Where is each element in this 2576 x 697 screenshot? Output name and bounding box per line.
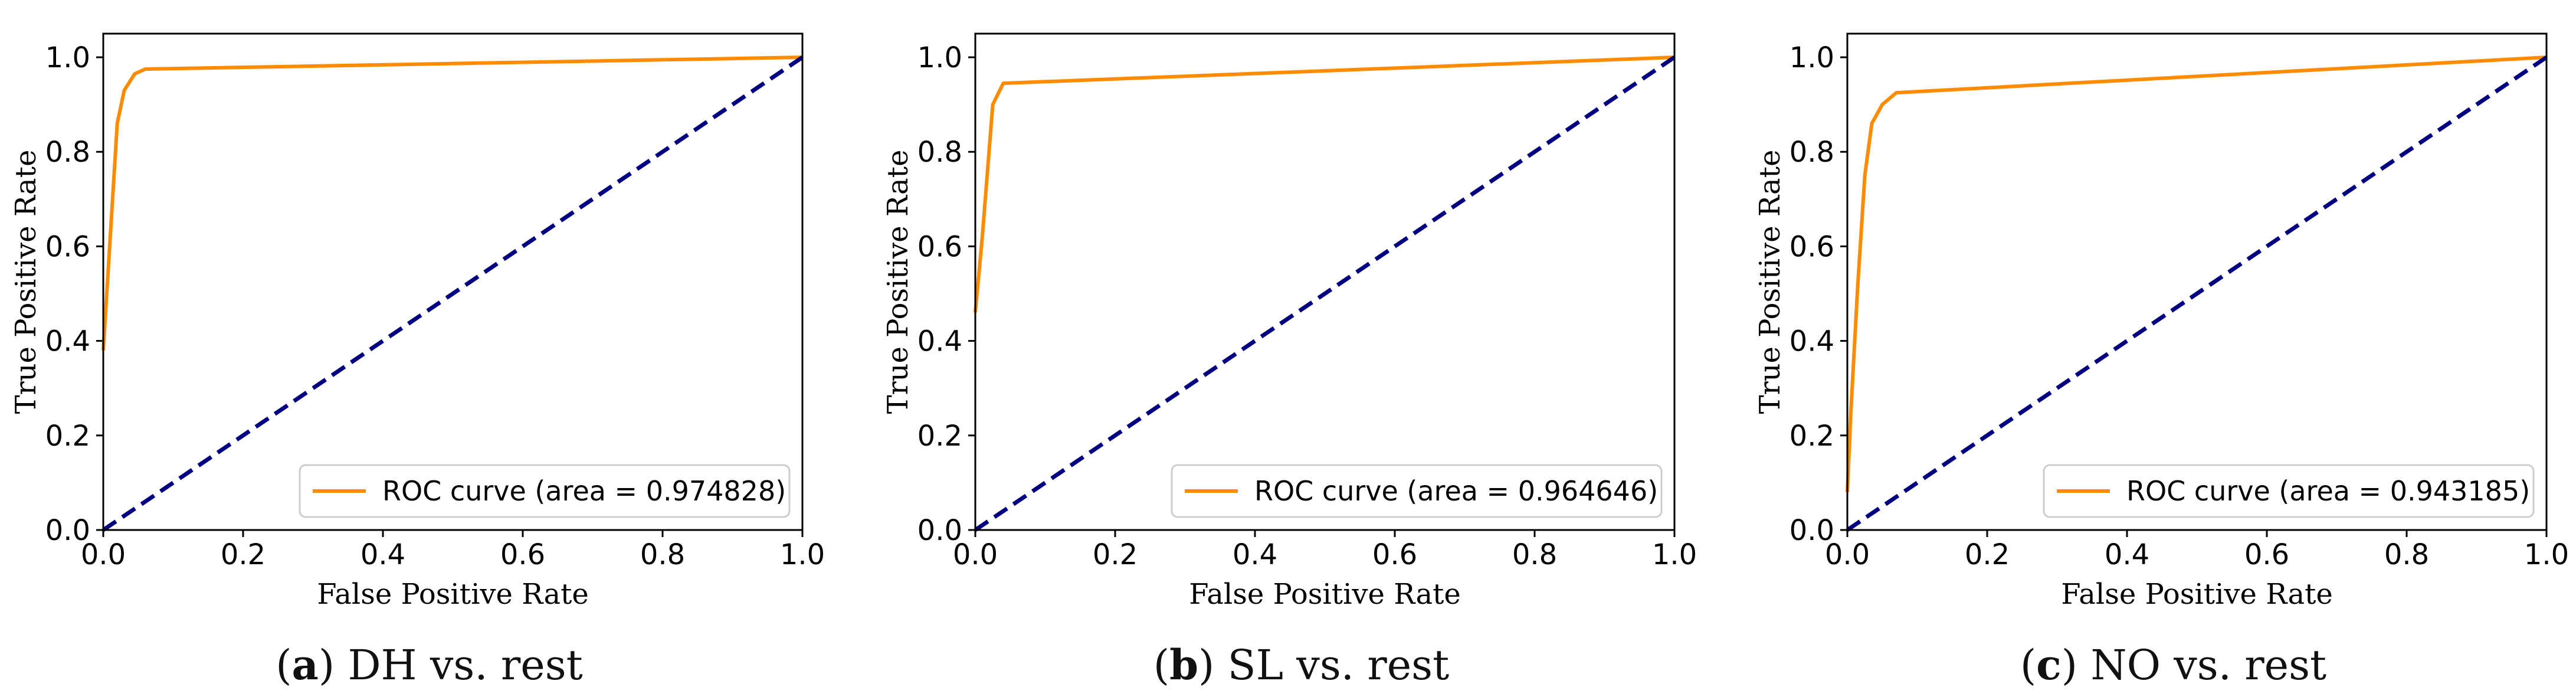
- x-tick-label: 0.8: [1512, 538, 1557, 571]
- x-tick-label: 0.6: [2244, 538, 2289, 571]
- x-tick-label: 1.0: [780, 538, 825, 571]
- roc-chart-a: 0.0 0.2 0.4 0.6 0.8 1.0 0.0 0.2 0.4 0.6 0.8 1.0 Fals…: [9, 32, 825, 611]
- x-tick-label: 0.6: [500, 538, 545, 571]
- roc-curve-line: [974, 55, 1675, 313]
- x-axis-label: False Positive Rate: [317, 578, 589, 611]
- plot-frame: [974, 32, 1676, 531]
- x-tick-label: 1.0: [1652, 538, 1697, 571]
- x-tick-label: 0.6: [1372, 538, 1417, 571]
- roc-curve-line: [101, 55, 803, 351]
- chance-diagonal-line: [974, 55, 1676, 532]
- legend-box: [299, 464, 791, 518]
- legend-label: ROC curve (area = 0.974828): [382, 475, 786, 507]
- x-tick-label: 0.0: [1825, 538, 1870, 571]
- y-axis-label: True Positive Rate: [881, 150, 915, 414]
- chance-diagonal-line: [1846, 55, 2548, 532]
- y-axis-label: True Positive Rate: [9, 150, 42, 414]
- y-tick-label: 0.8: [1790, 136, 1834, 169]
- x-tick-label: 0.2: [221, 538, 266, 571]
- chance-diagonal-line: [102, 55, 804, 532]
- caption-text: NO vs. rest: [2090, 641, 2327, 689]
- x-tick-label: 0.2: [1965, 538, 2010, 571]
- y-tick-label: 0.2: [1790, 420, 1834, 453]
- roc-panel-a: 0.0 0.2 0.4 0.6 0.8 1.0 0.0 0.2 0.4 0.6 0.8 1.0 Fals…: [0, 0, 858, 697]
- x-tick-label: 0.4: [1233, 538, 1277, 571]
- x-tick-label: 0.8: [2384, 538, 2429, 571]
- y-tick-label: 0.0: [45, 514, 90, 547]
- y-tick-label: 1.0: [1790, 41, 1834, 74]
- caption-text: SL vs. rest: [1227, 641, 1450, 689]
- legend-label: ROC curve (area = 0.943185): [2126, 475, 2530, 507]
- y-tick-label: 0.4: [917, 325, 962, 358]
- y-axis-label: True Positive Rate: [1754, 150, 1787, 414]
- legend-box: [1171, 464, 1663, 518]
- y-tick-label: 0.6: [45, 230, 90, 263]
- caption-letter: c: [2036, 640, 2062, 689]
- x-axis-label: False Positive Rate: [2061, 578, 2333, 611]
- roc-panel-c: 0.0 0.2 0.4 0.6 0.8 1.0 0.0 0.2 0.4 0.6 0.8 1.0 Fals…: [1744, 0, 2576, 697]
- y-tick-label: 0.2: [917, 420, 962, 453]
- roc-chart-b: 0.0 0.2 0.4 0.6 0.8 1.0 0.0 0.2 0.4 0.6 0.8 1.0 Fals…: [881, 32, 1697, 611]
- x-tick-label: 0.4: [360, 538, 405, 571]
- caption-letter: b: [1169, 640, 1199, 689]
- roc-panel-b: 0.0 0.2 0.4 0.6 0.8 1.0 0.0 0.2 0.4 0.6 0.8 1.0 Fals…: [872, 0, 1731, 697]
- y-tick-label: 0.0: [917, 514, 962, 547]
- caption-c: (c) NO vs. rest: [2020, 640, 2327, 689]
- x-tick-label: 0.8: [640, 538, 685, 571]
- y-tick-label: 1.0: [45, 41, 90, 74]
- y-tick-label: 0.6: [917, 230, 962, 263]
- legend-box: [2043, 464, 2535, 518]
- y-tick-label: 0.0: [1790, 514, 1834, 547]
- roc-chart-c: 0.0 0.2 0.4 0.6 0.8 1.0 0.0 0.2 0.4 0.6 0.8 1.0 Fals…: [1754, 32, 2569, 611]
- caption-letter: a: [291, 640, 319, 689]
- y-tick-label: 1.0: [917, 41, 962, 74]
- roc-curve-line: [1846, 55, 2547, 493]
- caption-b: (b) SL vs. rest: [1153, 640, 1450, 689]
- x-axis-label: False Positive Rate: [1189, 578, 1461, 611]
- caption-text: DH vs. rest: [348, 641, 583, 689]
- x-tick-label: 0.2: [1093, 538, 1138, 571]
- y-tick-label: 0.8: [917, 136, 962, 169]
- y-tick-label: 0.6: [1790, 230, 1834, 263]
- caption-a: (a) DH vs. rest: [276, 640, 583, 689]
- x-tick-label: 0.4: [2105, 538, 2149, 571]
- y-tick-label: 0.8: [45, 136, 90, 169]
- x-tick-label: 1.0: [2524, 538, 2569, 571]
- y-tick-label: 0.2: [45, 420, 90, 453]
- y-tick-label: 0.4: [45, 325, 90, 358]
- x-tick-label: 0.0: [953, 538, 998, 571]
- x-tick-label: 0.0: [81, 538, 126, 571]
- legend-label: ROC curve (area = 0.964646): [1254, 475, 1658, 507]
- plot-frame: [1846, 32, 2548, 531]
- y-tick-label: 0.4: [1790, 325, 1834, 358]
- plot-frame: [102, 32, 804, 531]
